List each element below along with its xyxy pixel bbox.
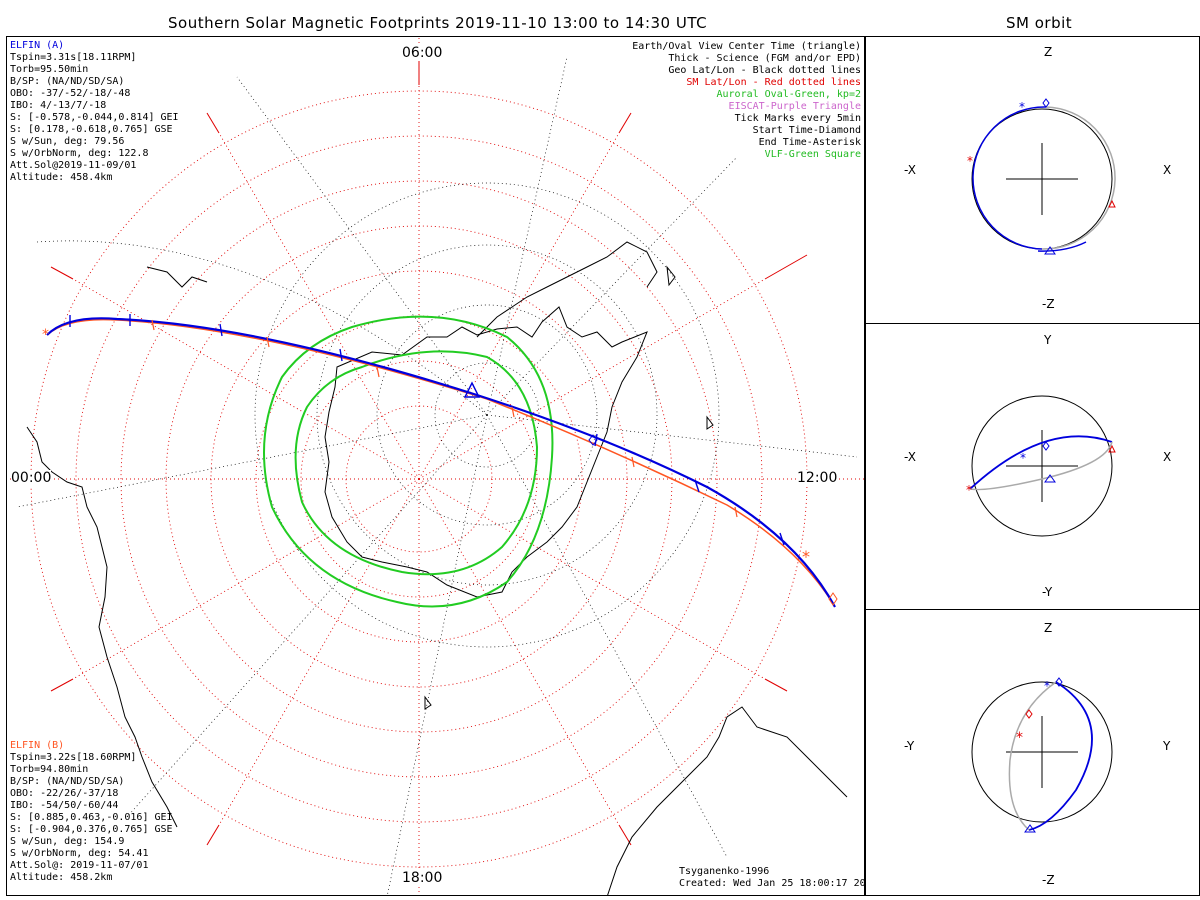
sm-orbit-panel-yz: * * Z -Z -Y Y xyxy=(865,609,1200,896)
elfin-a-line: S w/OrbNorm, deg: 122.8 xyxy=(10,148,149,159)
auroral-ovals xyxy=(263,315,554,608)
legend-item-science: Thick - Science (FGM and/or EPD) xyxy=(668,53,861,64)
orbit-yz-top: Z xyxy=(1044,621,1053,635)
svg-text:*: * xyxy=(1019,100,1025,114)
sm-orbit-xz: * * xyxy=(967,98,1116,255)
elfin-b-line: S w/OrbNorm, deg: 54.41 xyxy=(10,848,149,859)
footer: Tsyganenko-1996 Created: Wed Jan 25 18:0… xyxy=(679,866,865,890)
antarctica-coast xyxy=(324,306,648,598)
legend-item-start: Start Time-Diamond xyxy=(752,125,861,136)
elfin-a-info: ELFIN (A) Tspin=3.31s[18.11RPM] Torb=95.… xyxy=(10,40,179,184)
svg-text:*: * xyxy=(967,154,973,168)
elfin-a-line: Torb=95.50min xyxy=(10,64,89,75)
sm-grid-edge-ticks xyxy=(50,57,808,846)
elfin-a-line: S: [-0.578,-0.044,0.814] GEI xyxy=(10,112,179,123)
island-2 xyxy=(706,415,714,430)
hour-label-top: 06:00 xyxy=(402,45,443,61)
plot-title: Southern Solar Magnetic Footprints 2019-… xyxy=(168,14,708,32)
elfin-a-name: ELFIN (A) xyxy=(10,40,65,51)
elfin-a-end-diamond xyxy=(828,592,838,606)
elfin-b-name: ELFIN (B) xyxy=(10,740,65,751)
elfin-a-line: OBO: -37/-52/-18/-48 xyxy=(10,88,131,99)
elfin-b-line: S: [0.885,0.463,-0.016] GEI xyxy=(10,812,173,823)
auroral-oval-outer xyxy=(263,315,554,608)
elfin-b-line: B/SP: (NA/ND/SD/SA) xyxy=(10,776,125,787)
orbit-xz-left: -X xyxy=(904,163,916,177)
orbit-xz-bottom: -Z xyxy=(1042,297,1055,311)
legend-item-auroral-oval: Auroral Oval-Green, kp=2 xyxy=(716,89,862,100)
legend: Earth/Oval View Center Time (triangle) T… xyxy=(632,41,861,161)
elfin-a-line: S: [0.178,-0.618,0.765] GSE xyxy=(10,124,173,135)
australia-coast xyxy=(476,241,658,338)
elfin-b-track xyxy=(46,318,833,603)
elfin-a-line: Altitude: 458.4km xyxy=(10,172,113,183)
sm-orbit-panel-xy: * * Y -Y -X X xyxy=(865,323,1200,610)
orbit-xy-right: X xyxy=(1163,450,1172,464)
elfin-b-line: Att.Sol@: 2019-11-07/01 xyxy=(10,860,149,871)
south-america-coast xyxy=(26,426,178,828)
track-ticks-b xyxy=(151,319,738,518)
orbit-yz-left: -Y xyxy=(904,739,915,753)
legend-item-view-center: Earth/Oval View Center Time (triangle) xyxy=(632,41,861,52)
hour-label-right: 12:00 xyxy=(797,470,838,486)
orbit-xy-left: -X xyxy=(904,450,916,464)
elfin-a-track xyxy=(46,317,836,608)
sm-orbit-title: SM orbit xyxy=(1006,14,1073,32)
elfin-a-start-asterisk: * xyxy=(42,327,49,343)
hour-label-bottom: 18:00 xyxy=(402,870,443,886)
svg-text:*: * xyxy=(1020,451,1026,465)
elfin-b-line: S: [-0.904,0.376,0.765] GSE xyxy=(10,824,173,835)
footer-created: Created: Wed Jan 25 18:00:17 2023 xyxy=(679,878,865,889)
hour-label-left: 00:00 xyxy=(11,470,52,486)
elfin-b-line: Altitude: 458.2km xyxy=(10,872,113,883)
elfin-a-line: B/SP: (NA/ND/SD/SA) xyxy=(10,76,125,87)
orbit-xy-top: Y xyxy=(1044,333,1052,347)
coastlines xyxy=(26,241,848,895)
elfin-b-line: IBO: -54/50/-60/44 xyxy=(10,800,119,811)
island-1 xyxy=(666,265,676,287)
legend-item-end: End Time-Asterisk xyxy=(758,137,861,148)
sm-orbit-xy: * * xyxy=(966,395,1116,537)
africa-coast xyxy=(607,706,848,895)
legend-item-ticks: Tick Marks every 5min xyxy=(734,113,861,124)
elfin-b-line: Tspin=3.22s[18.60RPM] xyxy=(10,752,137,763)
elfin-b-end-asterisk: * xyxy=(802,547,810,566)
sm-orbit-yz: * * xyxy=(971,677,1113,833)
orbit-xz-right: X xyxy=(1163,163,1172,177)
sm-orbit-panel-xz: * * Z -Z -X X xyxy=(865,36,1200,324)
legend-item-sm-grid: SM Lat/Lon - Red dotted lines xyxy=(686,77,861,88)
legend-item-eiscat: EISCAT-Purple Triangle xyxy=(728,101,861,112)
orbit-xy-bottom: -Y xyxy=(1042,585,1053,599)
elfin-b-line: Torb=94.80min xyxy=(10,764,89,775)
elfin-b-line: OBO: -22/26/-37/18 xyxy=(10,788,119,799)
orbit-xz-top: Z xyxy=(1044,45,1053,59)
elfin-a-line: IBO: 4/-13/7/-18 xyxy=(10,100,107,111)
new-zealand-coast xyxy=(146,266,208,288)
geo-grid xyxy=(16,56,858,895)
track-ticks xyxy=(69,314,785,546)
elfin-a-line: Tspin=3.31s[18.11RPM] xyxy=(10,52,137,63)
svg-text:*: * xyxy=(966,483,972,497)
elfin-b-info: ELFIN (B) Tspin=3.22s[18.60RPM] Torb=94.… xyxy=(10,740,173,884)
legend-item-vlf: VLF-Green Square xyxy=(764,149,861,160)
elfin-a-line: Att.Sol@2019-11-09/01 xyxy=(10,160,137,171)
legend-item-geo-grid: Geo Lat/Lon - Black dotted lines xyxy=(668,65,861,76)
view-center-triangle xyxy=(463,381,481,398)
footer-model: Tsyganenko-1996 xyxy=(679,866,770,877)
footprint-map-panel: * * 06:00 00:00 12:00 18:00 ELFIN (A) Ts… xyxy=(6,36,865,896)
svg-text:*: * xyxy=(1044,679,1050,693)
island-3 xyxy=(424,695,432,710)
orbit-yz-right: Y xyxy=(1163,739,1171,753)
footprint-map: * * xyxy=(7,37,864,895)
svg-text:*: * xyxy=(1016,730,1023,746)
elfin-a-line: S w/Sun, deg: 79.56 xyxy=(10,136,125,147)
auroral-oval-inner xyxy=(294,350,539,576)
orbit-yz-bottom: -Z xyxy=(1042,873,1055,887)
elfin-a-diamond xyxy=(588,434,598,446)
elfin-b-line: S w/Sun, deg: 154.9 xyxy=(10,836,125,847)
